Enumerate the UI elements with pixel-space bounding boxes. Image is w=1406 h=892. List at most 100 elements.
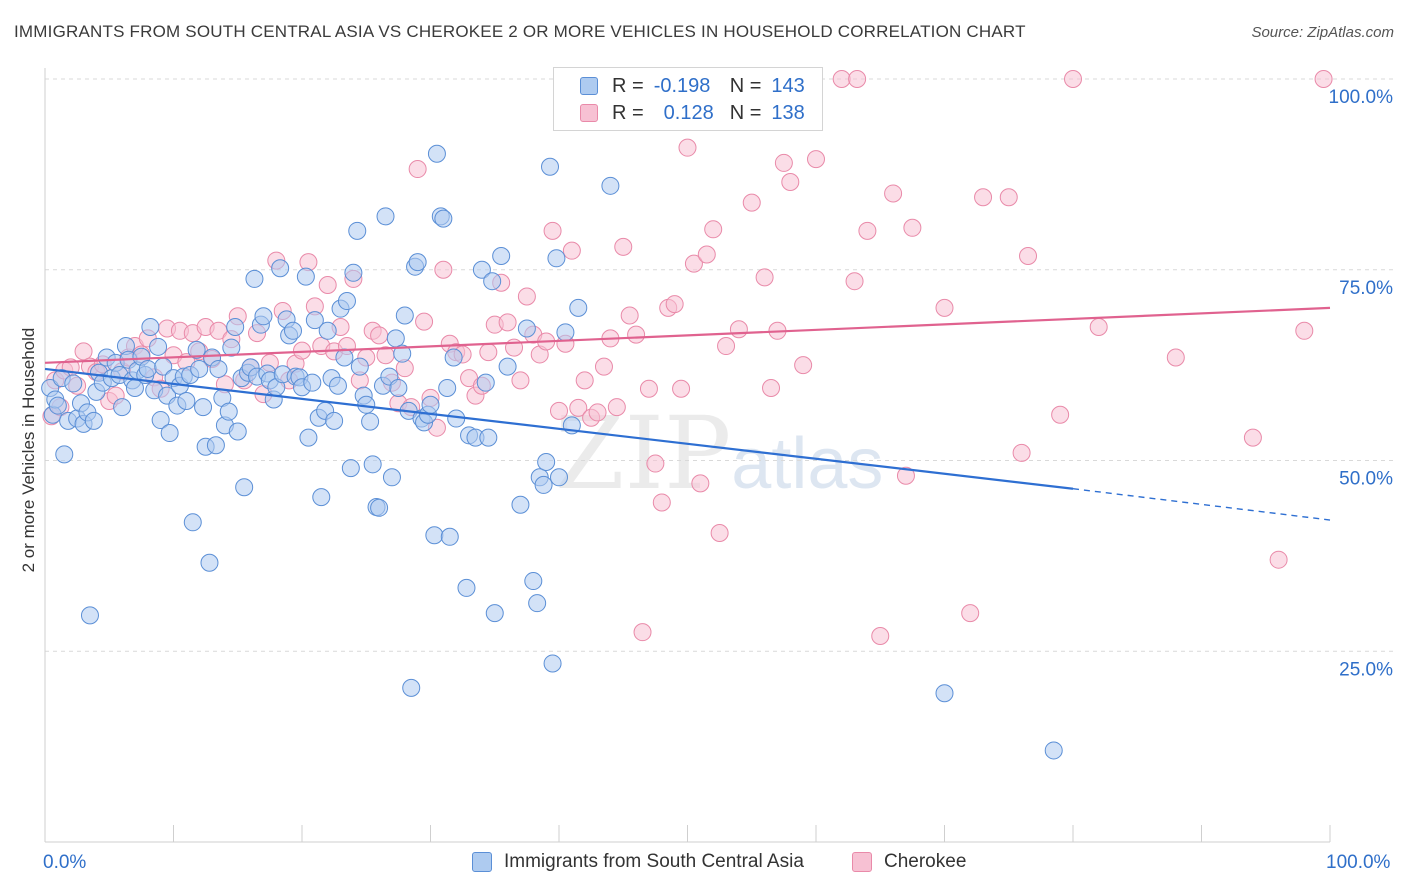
- blue-point: [457, 578, 476, 597]
- blue-point: [382, 468, 401, 487]
- blue-point: [271, 259, 290, 278]
- blue-point: [438, 379, 457, 398]
- legend-row-blue: R = -0.198 N = 143: [580, 73, 805, 99]
- pink-point: [588, 403, 607, 422]
- pink-point: [646, 454, 665, 473]
- pink-point: [543, 221, 562, 240]
- blue-point: [479, 428, 498, 447]
- blue-point: [376, 207, 395, 226]
- blue-trend-extension: [1072, 488, 1331, 521]
- x-tick-min: 0.0%: [43, 852, 87, 873]
- legend-r-value: 0.128: [663, 101, 714, 124]
- blue-point: [569, 298, 588, 317]
- legend-r-value: -0.198: [653, 74, 711, 97]
- blue-point: [226, 317, 245, 336]
- pink-point: [569, 398, 588, 417]
- pink-point: [209, 321, 228, 340]
- pink-point: [961, 604, 980, 623]
- pink-point: [498, 313, 517, 332]
- blue-point: [370, 498, 389, 517]
- blue-point: [393, 344, 412, 363]
- pink-point: [408, 160, 427, 179]
- legend-n-value: 143: [771, 74, 805, 97]
- source-credit: Source: ZipAtlas.com: [1251, 24, 1394, 41]
- blue-point: [245, 269, 264, 288]
- blue-point: [348, 221, 367, 240]
- pink-point: [999, 188, 1018, 207]
- pink-point: [517, 287, 536, 306]
- blue-point: [444, 348, 463, 367]
- blue-point: [511, 495, 530, 514]
- blue-point: [303, 373, 322, 392]
- blue-point: [318, 321, 337, 340]
- blue-point: [1044, 741, 1063, 760]
- legend-r-label: R =: [612, 74, 644, 97]
- legend-swatch-blue: [580, 77, 598, 95]
- pink-point: [935, 298, 954, 317]
- blue-point: [361, 412, 380, 431]
- pink-point: [781, 173, 800, 192]
- blue-point: [296, 267, 315, 286]
- pink-point: [575, 371, 594, 390]
- legend-n-label: N =: [729, 74, 762, 97]
- blue-point: [517, 319, 536, 338]
- blue-point: [312, 488, 331, 507]
- pink-point: [903, 218, 922, 237]
- blue-point: [524, 572, 543, 591]
- x-tick-max: 100.0%: [1326, 852, 1391, 873]
- pink-point: [884, 184, 903, 203]
- pink-point: [832, 70, 851, 88]
- legend-n-label: N =: [729, 101, 762, 124]
- pink-trend-line: [44, 306, 1331, 364]
- pink-point: [620, 306, 639, 325]
- pink-point: [848, 70, 867, 88]
- pink-point: [691, 474, 710, 493]
- blue-point: [219, 402, 238, 421]
- pink-point: [562, 241, 581, 260]
- blue-point: [472, 260, 491, 279]
- pink-point: [896, 466, 915, 485]
- pink-point: [550, 401, 568, 420]
- legend-swatch-pink-icon: [852, 852, 872, 872]
- blue-point: [183, 513, 202, 532]
- pink-point: [607, 398, 626, 417]
- pink-point: [1269, 550, 1288, 569]
- pink-point: [684, 254, 703, 273]
- pink-point: [633, 623, 652, 642]
- blue-point: [138, 359, 157, 378]
- pink-point: [1019, 247, 1038, 266]
- blue-point: [48, 396, 67, 415]
- blue-point: [534, 475, 553, 494]
- legend-item-immigrants[interactable]: Immigrants from South Central Asia: [472, 851, 804, 873]
- blue-point: [151, 411, 170, 430]
- blue-point: [228, 422, 247, 441]
- legend-r-label: R =: [612, 101, 644, 124]
- blue-point: [408, 253, 427, 272]
- pink-point: [1051, 405, 1070, 424]
- blue-point: [194, 398, 213, 417]
- pink-point: [1314, 70, 1333, 88]
- blue-point: [344, 263, 363, 282]
- y-tick-label: 50.0%: [1339, 469, 1393, 490]
- pink-point: [845, 272, 864, 291]
- pink-point: [858, 221, 877, 240]
- pink-point: [742, 193, 761, 212]
- pink-point: [652, 493, 671, 512]
- pink-point: [74, 342, 93, 361]
- blue-point: [440, 527, 459, 546]
- pink-point: [1089, 317, 1108, 336]
- blue-point: [141, 317, 160, 336]
- pink-point: [479, 343, 498, 362]
- blue-point: [55, 445, 74, 464]
- pink-point: [672, 379, 691, 398]
- pink-point: [318, 276, 337, 295]
- blue-point: [395, 306, 414, 325]
- pink-point: [415, 312, 434, 331]
- legend-item-cherokee[interactable]: Cherokee: [852, 851, 966, 873]
- legend-n-value: 138: [771, 101, 805, 124]
- chart-title: IMMIGRANTS FROM SOUTH CENTRAL ASIA VS CH…: [14, 22, 1026, 41]
- pink-point: [1012, 443, 1031, 462]
- blue-point: [235, 478, 254, 497]
- blue-point: [547, 249, 566, 268]
